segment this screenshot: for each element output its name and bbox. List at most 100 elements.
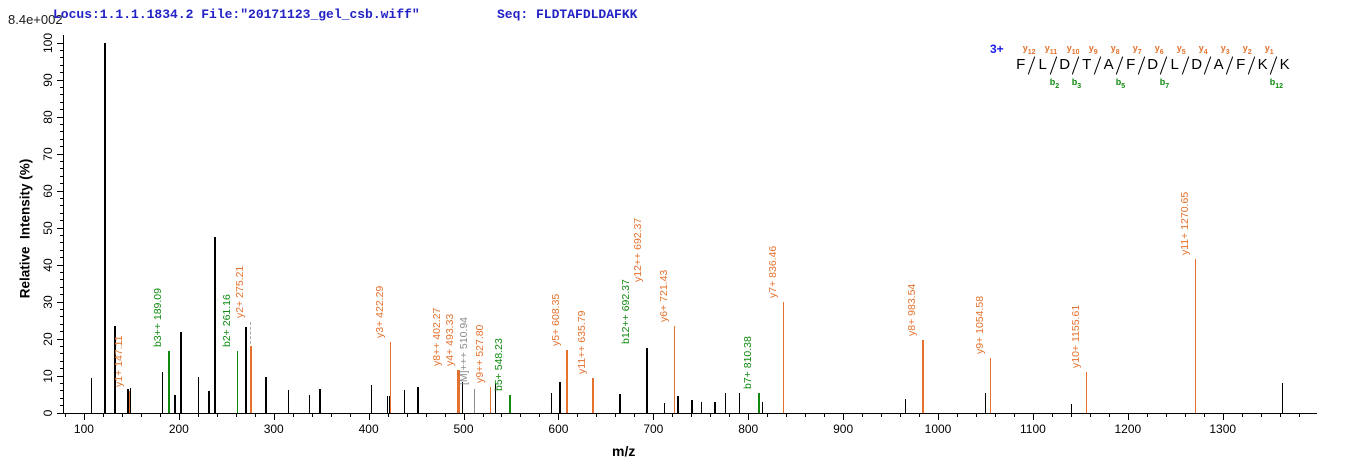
x-axis-minor-tick bbox=[197, 413, 199, 417]
spectrum-peak bbox=[619, 394, 621, 413]
x-axis-minor-tick bbox=[994, 413, 996, 417]
x-axis-major-tick bbox=[1032, 413, 1034, 420]
spectrum-peak bbox=[677, 396, 679, 413]
y-axis-minor-tick bbox=[60, 242, 64, 244]
spectrum-peak bbox=[389, 341, 392, 413]
y-ion-label: y5 bbox=[1176, 43, 1186, 56]
spectrum-peak bbox=[700, 401, 703, 413]
x-axis-minor-tick bbox=[1013, 413, 1015, 417]
ion-annotation-label: y4+ 493.33 bbox=[444, 313, 457, 367]
y-axis-major-tick bbox=[57, 264, 64, 266]
ion-annotation-label: y5+ 608.35 bbox=[550, 293, 563, 347]
spectrum-peak bbox=[208, 390, 210, 413]
precursor-charge-label: 3+ bbox=[990, 42, 1004, 56]
spectrum-peak bbox=[287, 390, 290, 413]
fragmentation-site: y3 bbox=[1221, 43, 1234, 76]
x-axis-tick-label: 700 bbox=[643, 422, 664, 436]
spectrum-peak bbox=[308, 394, 311, 413]
y-axis-minor-tick bbox=[60, 286, 64, 288]
ion-annotation-label: b3++ 189.09 bbox=[152, 287, 165, 347]
x-axis-minor-tick bbox=[444, 413, 446, 417]
spectrum-peak bbox=[370, 384, 373, 413]
y-axis-minor-tick bbox=[60, 360, 64, 362]
peptide-residue: A bbox=[1213, 56, 1224, 73]
spectrum-peak bbox=[128, 390, 131, 413]
cleavage-mark-icon bbox=[1203, 56, 1211, 75]
cleavage-mark-icon bbox=[1049, 56, 1057, 75]
spectrum-peak bbox=[922, 340, 924, 413]
spectrum-peak bbox=[403, 390, 406, 413]
b-ion-label: b5 bbox=[1115, 77, 1126, 90]
x-axis-minor-tick bbox=[710, 413, 712, 417]
y-axis-minor-tick bbox=[60, 49, 64, 51]
x-axis-tick-label: 1200 bbox=[1114, 422, 1142, 436]
ion-annotation-label: y10+ 1155.61 bbox=[1069, 305, 1082, 369]
x-axis-minor-tick bbox=[1184, 413, 1186, 417]
x-axis-major-tick bbox=[748, 413, 750, 420]
x-axis-minor-tick bbox=[1165, 413, 1167, 417]
y-ion-label: y7 bbox=[1132, 43, 1142, 56]
peptide-residue: D bbox=[1059, 56, 1071, 73]
x-axis-minor-tick bbox=[387, 413, 389, 417]
x-axis-minor-tick bbox=[975, 413, 977, 417]
spectrum-peak bbox=[782, 302, 785, 413]
y-axis-minor-tick bbox=[60, 353, 64, 355]
x-axis-major-tick bbox=[1127, 413, 1129, 420]
x-axis-minor-tick bbox=[577, 413, 579, 417]
y-axis-minor-tick bbox=[60, 308, 64, 310]
x-axis-minor-tick bbox=[482, 413, 484, 417]
spectrum-peak bbox=[559, 381, 561, 413]
spectrum-peak bbox=[489, 387, 492, 413]
cleavage-mark-icon bbox=[1137, 56, 1145, 75]
spectrum-peak bbox=[761, 401, 763, 413]
peptide-residue: F bbox=[1236, 56, 1246, 73]
ion-annotation-label: b12++ 692.37 bbox=[620, 279, 633, 345]
x-axis-minor-tick bbox=[1089, 413, 1091, 417]
x-axis-major-tick bbox=[83, 413, 85, 420]
spectrum-peak bbox=[1070, 403, 1073, 413]
spectrum-peak bbox=[161, 371, 164, 413]
spectrum-peak bbox=[984, 392, 987, 413]
y-axis-minor-tick bbox=[60, 249, 64, 251]
peptide-residue: K bbox=[1257, 56, 1268, 73]
spectrum-peak bbox=[566, 350, 568, 413]
x-axis-minor-tick bbox=[824, 413, 826, 417]
spectrum-peak bbox=[724, 393, 726, 413]
fragmentation-site: y9 bbox=[1089, 43, 1102, 76]
ion-annotation-label: y1+ 147.11 bbox=[112, 335, 125, 387]
y-axis-minor-tick bbox=[60, 57, 64, 59]
x-axis-major-tick bbox=[273, 413, 275, 420]
y-axis-tick-label: 50 bbox=[41, 221, 55, 235]
x-axis-tick-label: 900 bbox=[833, 422, 854, 436]
x-axis-minor-tick bbox=[1051, 413, 1053, 417]
fragmentation-site: y6 b7 bbox=[1155, 43, 1169, 90]
x-axis-minor-tick bbox=[501, 413, 503, 417]
x-axis-minor-tick bbox=[634, 413, 636, 417]
spectrum-peak bbox=[265, 377, 267, 413]
fragmentation-site: y5 bbox=[1177, 43, 1190, 76]
x-axis-major-tick bbox=[463, 413, 465, 420]
y-axis-major-tick bbox=[57, 153, 64, 155]
peptide-residue: F bbox=[1126, 56, 1136, 73]
spectrum-peak bbox=[319, 388, 321, 413]
x-axis-minor-tick bbox=[216, 413, 218, 417]
y-axis-minor-tick bbox=[60, 294, 64, 296]
x-axis-tick-label: 200 bbox=[168, 422, 189, 436]
x-axis-minor-tick bbox=[1108, 413, 1110, 417]
x-axis-minor-tick bbox=[539, 413, 541, 417]
y-axis-minor-tick bbox=[60, 405, 64, 407]
ion-annotation-label: y11++ 635.79 bbox=[576, 310, 589, 374]
peptide-residue: L bbox=[1038, 56, 1047, 73]
y-ion-label: y6 bbox=[1154, 43, 1164, 56]
x-axis-minor-tick bbox=[596, 413, 598, 417]
x-axis-tick-label: 800 bbox=[738, 422, 759, 436]
y-axis-major-tick bbox=[57, 375, 64, 377]
locus-file-label: Locus:1.1.1.1834.2 File:"20171123_gel_cs… bbox=[53, 7, 420, 22]
spectrum-peak bbox=[417, 387, 419, 413]
ion-annotation-label: y9++ 527.80 bbox=[473, 324, 486, 384]
y-axis-minor-tick bbox=[60, 397, 64, 399]
y-axis-minor-tick bbox=[60, 390, 64, 392]
y-axis-major-tick bbox=[57, 412, 64, 414]
ion-annotation-label: b7+ 810.38 bbox=[742, 336, 755, 390]
spectrum-peak bbox=[168, 350, 170, 413]
